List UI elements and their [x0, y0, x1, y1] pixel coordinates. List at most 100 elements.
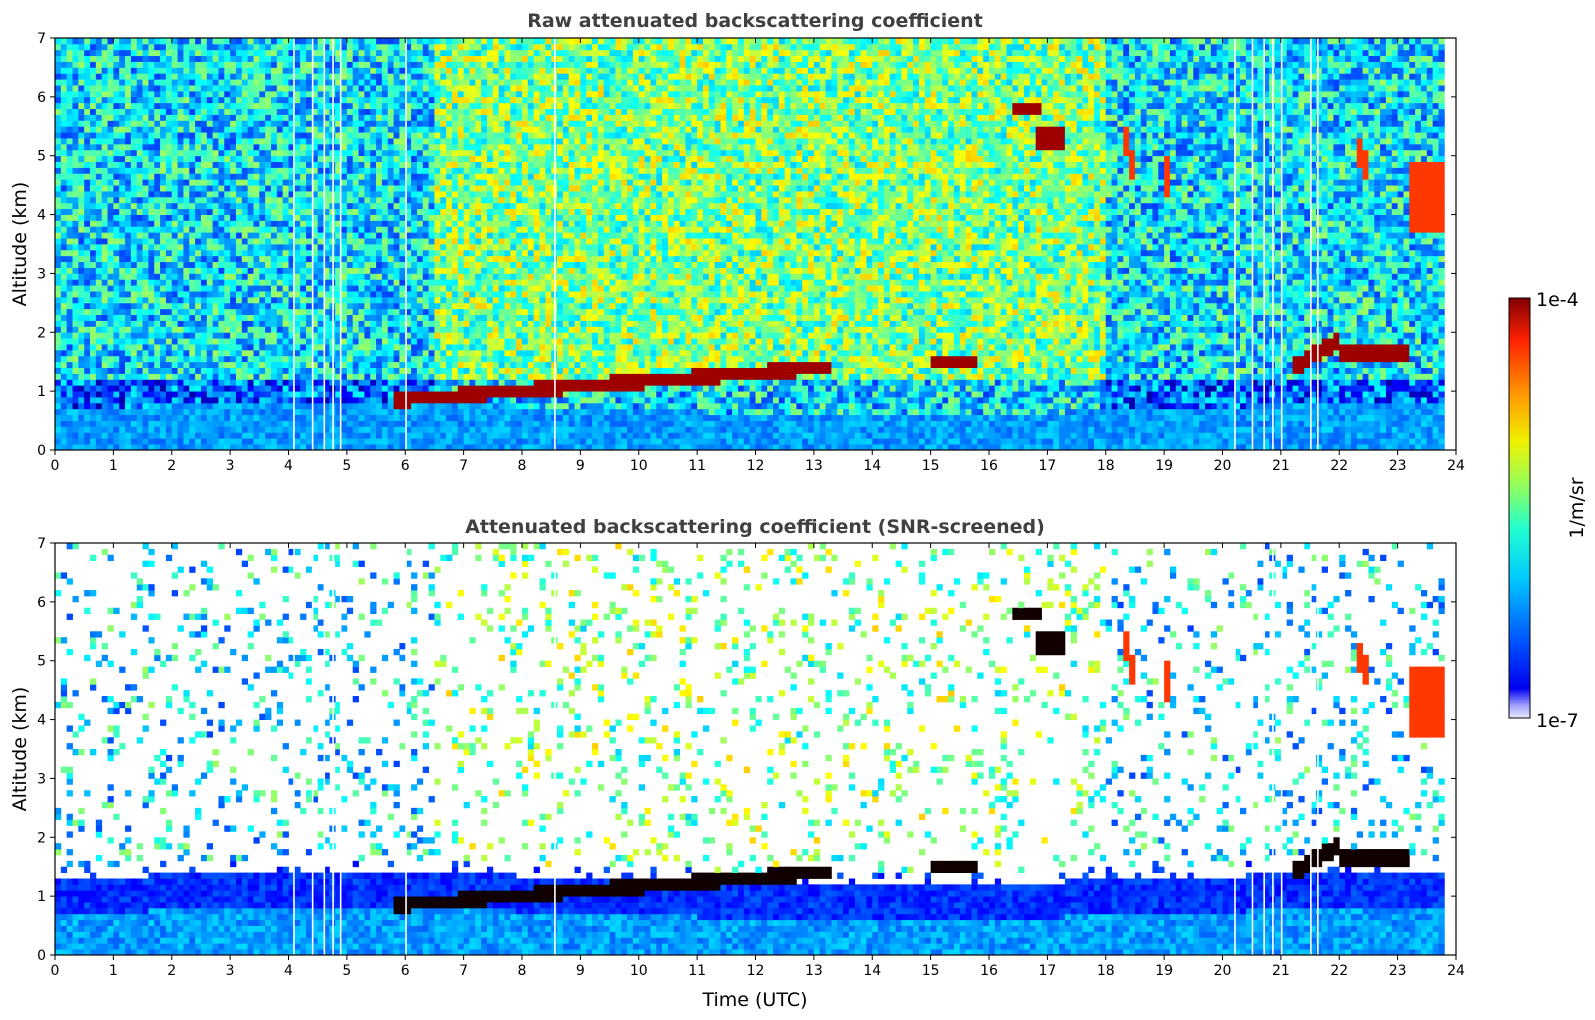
- heatmap-cell: [311, 126, 319, 133]
- heatmap-cell: [428, 138, 435, 145]
- heatmap-cell: [352, 143, 359, 151]
- heatmap-cell: [78, 338, 85, 345]
- heatmap-cell: [84, 420, 91, 427]
- heatmap-cell: [393, 102, 400, 110]
- heatmap-cell: [189, 238, 196, 245]
- heatmap-cell: [212, 444, 219, 450]
- heatmap-cell: [84, 102, 91, 110]
- heatmap-cell: [148, 444, 155, 450]
- heatmap-cell: [457, 397, 465, 404]
- heatmap-cell: [411, 367, 418, 374]
- heatmap-cell: [119, 85, 126, 92]
- heatmap-cell: [358, 273, 365, 280]
- heatmap-cell: [177, 420, 184, 427]
- heatmap-cell: [457, 85, 465, 92]
- heatmap-cell: [370, 314, 377, 321]
- heatmap-cell: [440, 408, 447, 416]
- heatmap-cell: [200, 432, 208, 439]
- heatmap-cell: [376, 202, 383, 210]
- heatmap-cell: [177, 220, 184, 227]
- heatmap-cell: [212, 232, 219, 239]
- heatmap-cell: [200, 191, 208, 198]
- heatmap-cell: [270, 196, 278, 204]
- heatmap-cell: [160, 96, 167, 104]
- heatmap-cell: [78, 143, 85, 151]
- heatmap-cell: [422, 196, 429, 204]
- heatmap-cell: [206, 444, 214, 450]
- heatmap-cell: [376, 85, 383, 92]
- heatmap-cell: [113, 114, 120, 121]
- heatmap-cell: [200, 267, 208, 274]
- heatmap-cell: [381, 38, 389, 45]
- heatmap-cell: [60, 102, 68, 110]
- heatmap-cell: [130, 126, 138, 133]
- heatmap-cell: [142, 196, 149, 204]
- heatmap-cell: [265, 79, 272, 86]
- heatmap-cell: [346, 285, 354, 292]
- heatmap-cell: [428, 161, 435, 168]
- heatmap-cell: [376, 149, 383, 157]
- heatmap-cell: [370, 90, 377, 98]
- heatmap-cell: [142, 367, 149, 374]
- heatmap-cell: [154, 367, 161, 374]
- heatmap-cell: [253, 126, 260, 133]
- heatmap-cell: [84, 90, 91, 98]
- heatmap-cell: [346, 349, 354, 357]
- heatmap-cell: [270, 261, 278, 268]
- heatmap-cell: [253, 67, 260, 74]
- heatmap-cell: [457, 185, 465, 192]
- heatmap-cell: [235, 132, 243, 139]
- heatmap-cell: [364, 108, 371, 115]
- heatmap-cell: [265, 73, 272, 80]
- heatmap-cell: [352, 38, 359, 45]
- heatmap-cell: [107, 385, 114, 392]
- heatmap-cell: [451, 155, 459, 162]
- heatmap-cell: [212, 108, 219, 115]
- heatmap-cell: [294, 102, 301, 110]
- heatmap-cell: [306, 196, 313, 204]
- heatmap-cell: [148, 61, 155, 68]
- heatmap-cell: [113, 244, 120, 251]
- heatmap-cell: [370, 255, 377, 263]
- heatmap-cell: [364, 132, 371, 139]
- heatmap-cell: [364, 361, 371, 368]
- heatmap-cell: [451, 73, 459, 80]
- heatmap-cell: [235, 114, 243, 121]
- heatmap-cell: [142, 397, 149, 404]
- heatmap-cell: [224, 114, 231, 121]
- heatmap-cell: [130, 108, 138, 115]
- heatmap-cell: [288, 79, 295, 86]
- heatmap-cell: [212, 302, 219, 310]
- heatmap-cell: [463, 379, 470, 386]
- heatmap-cell: [434, 161, 441, 168]
- heatmap-cell: [323, 326, 330, 333]
- heatmap-cell: [399, 173, 406, 180]
- heatmap-cell: [364, 320, 371, 327]
- heatmap-cell: [376, 397, 383, 404]
- heatmap-cell: [416, 349, 424, 357]
- heatmap-cell: [451, 379, 459, 386]
- heatmap-cell: [218, 196, 225, 204]
- heatmap-cell: [288, 444, 295, 450]
- heatmap-cell: [463, 49, 470, 57]
- heatmap-cell: [352, 79, 359, 86]
- heatmap-cell: [154, 344, 161, 351]
- heatmap-cell: [90, 208, 97, 215]
- heatmap-cell: [142, 332, 149, 339]
- heatmap-cell: [428, 355, 435, 363]
- heatmap-cell: [119, 214, 126, 221]
- heatmap-cell: [72, 344, 79, 351]
- heatmap-cell: [101, 155, 108, 162]
- heatmap-cell: [335, 391, 342, 398]
- heatmap-cell: [107, 208, 114, 215]
- heatmap-cell: [72, 90, 79, 98]
- heatmap-cell: [294, 167, 301, 174]
- heatmap-cell: [154, 114, 161, 121]
- heatmap-cell: [341, 296, 348, 304]
- heatmap-cell: [451, 161, 459, 168]
- heatmap-cell: [288, 414, 295, 421]
- heatmap-cell: [317, 261, 324, 268]
- heatmap-cell: [282, 408, 289, 416]
- heatmap-cell: [346, 273, 354, 280]
